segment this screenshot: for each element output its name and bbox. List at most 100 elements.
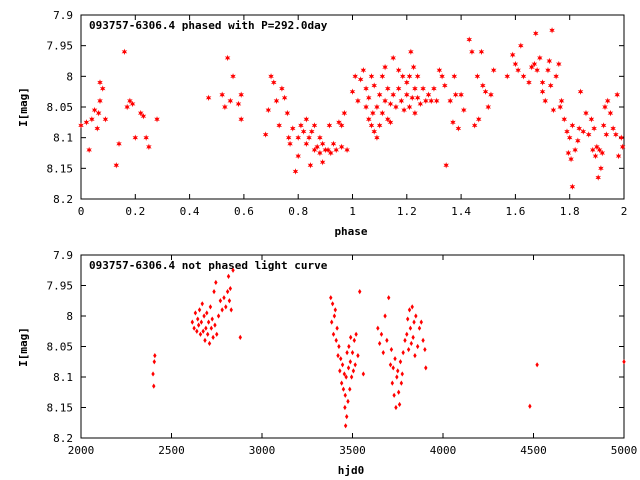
data-point <box>225 289 230 295</box>
x-tick-label: 2000 <box>68 444 95 457</box>
data-point <box>482 88 489 95</box>
data-point <box>600 122 607 129</box>
x-tick-label: 0.2 <box>125 205 145 218</box>
data-point <box>319 159 326 166</box>
data-point <box>490 67 497 74</box>
data-point <box>325 146 331 154</box>
data-point <box>238 116 244 123</box>
data-point <box>262 131 269 138</box>
data-point <box>354 331 358 337</box>
data-point <box>385 337 389 343</box>
data-point <box>196 316 200 322</box>
phased-plot-frame <box>80 14 625 200</box>
data-point <box>379 109 386 117</box>
data-point <box>190 319 195 325</box>
data-point <box>343 404 347 411</box>
data-point <box>414 313 418 319</box>
data-point <box>408 48 414 55</box>
data-point <box>360 67 367 74</box>
data-point <box>213 322 217 328</box>
data-point <box>531 60 538 68</box>
data-point <box>363 85 369 92</box>
data-point <box>404 91 410 98</box>
data-point <box>528 63 535 71</box>
data-point <box>127 97 133 105</box>
data-point <box>420 85 426 92</box>
data-point <box>196 322 201 328</box>
data-point <box>292 168 299 175</box>
data-point <box>575 137 581 144</box>
data-point <box>287 140 293 147</box>
data-point <box>348 386 352 392</box>
y-tick-label: 8.15 <box>47 162 74 175</box>
data-point <box>270 79 277 86</box>
data-point <box>206 319 211 325</box>
data-point <box>376 325 380 331</box>
data-point <box>351 368 356 374</box>
data-point <box>340 362 345 368</box>
data-point <box>281 94 288 101</box>
data-point <box>424 365 428 371</box>
data-point <box>329 295 333 301</box>
y-tick-label: 7.9 <box>53 9 73 22</box>
data-point <box>607 109 614 117</box>
data-point <box>399 73 406 80</box>
data-point <box>202 313 206 319</box>
data-point <box>99 85 106 92</box>
data-point <box>461 106 467 114</box>
unphased-plot-x-ticks: 2000 2500 3000 3500 4000 4500 5000 <box>68 255 637 457</box>
data-point <box>203 337 207 343</box>
data-point <box>590 146 596 154</box>
y-tick-label: 8.2 <box>53 193 73 206</box>
data-point <box>455 125 462 132</box>
data-point <box>558 97 565 105</box>
data-point <box>383 313 387 319</box>
data-point <box>404 79 410 86</box>
data-point <box>485 103 492 111</box>
y-tick-label: 8.1 <box>53 132 73 145</box>
data-point <box>329 319 334 325</box>
data-point <box>231 267 235 273</box>
data-point <box>230 73 236 80</box>
data-point <box>379 73 386 80</box>
data-point <box>537 54 543 62</box>
data-point <box>371 128 377 135</box>
phased-plot-y-axis-label: I[mag] <box>17 87 30 127</box>
data-point <box>215 331 219 337</box>
x-tick-label: 1.2 <box>397 205 417 218</box>
data-point <box>331 331 336 337</box>
data-point <box>545 67 551 74</box>
unphased-plot-y-axis-label: I[mag] <box>17 327 30 367</box>
data-point <box>342 371 347 377</box>
data-point <box>341 109 348 117</box>
data-point <box>409 340 414 347</box>
data-point <box>227 298 232 304</box>
data-point <box>436 67 443 74</box>
data-point <box>224 54 231 62</box>
data-point <box>361 371 366 377</box>
data-point <box>412 109 418 117</box>
data-point <box>412 85 418 92</box>
data-point <box>381 350 385 356</box>
data-point <box>447 97 454 105</box>
data-point <box>137 109 144 117</box>
data-point <box>423 346 427 353</box>
data-point <box>356 353 360 359</box>
data-point <box>488 91 494 98</box>
data-point <box>572 146 578 154</box>
data-point <box>374 103 380 111</box>
data-point <box>222 103 228 111</box>
data-point <box>583 109 589 117</box>
data-point <box>89 116 95 123</box>
data-point <box>393 356 397 362</box>
data-point <box>132 134 139 141</box>
data-point <box>451 73 458 80</box>
data-point <box>377 340 382 347</box>
phased-plot-y-ticks: 7.9 7.95 8 8.05 8.1 8.15 8.2 <box>47 9 624 206</box>
data-point <box>395 67 402 74</box>
x-tick-label: 3000 <box>249 444 276 457</box>
data-point <box>366 116 372 123</box>
data-point <box>390 54 396 62</box>
data-point <box>347 343 351 350</box>
data-point <box>300 128 307 135</box>
